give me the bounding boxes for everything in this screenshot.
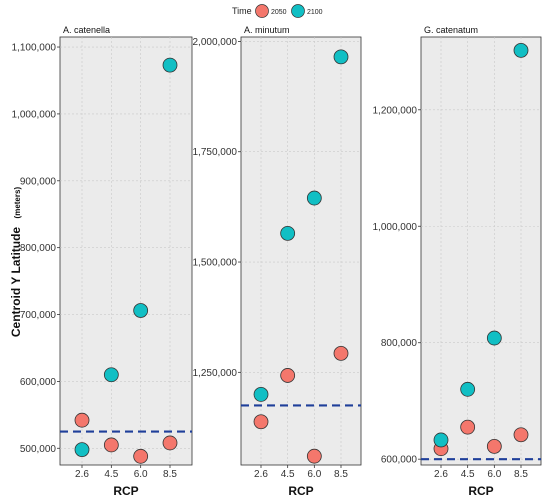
y-axis-title: Centroid Y Latitude (meters)	[7, 187, 24, 338]
y-tick-label: 1,250,000	[193, 368, 238, 379]
data-point-2100	[433, 432, 449, 448]
y-tick-label: 600,000	[381, 455, 418, 466]
legend: Time 2050 2100	[232, 4, 323, 18]
y-tick-label: 800,000	[381, 338, 418, 349]
panel-g-catenatum: G. catenatum 600,000 800,000 1,000,000 1,200…	[373, 25, 542, 498]
data-point-2050	[333, 345, 349, 361]
x-tick-label: 6.0	[307, 469, 321, 480]
legend-label-2100: 2100	[307, 9, 323, 16]
y-tick-label: 500,000	[20, 444, 57, 455]
y-tick-label: 1,500,000	[193, 258, 238, 269]
y-tick-label: 1,750,000	[193, 147, 238, 158]
data-point-2100	[253, 387, 269, 402]
data-point-2050	[103, 437, 119, 453]
data-point-2100	[513, 42, 529, 58]
data-point-2050	[162, 435, 178, 451]
y-axis-title-main: Centroid Y Latitude	[9, 227, 23, 338]
data-point-2050	[460, 419, 476, 435]
panel-title: A. catenella	[63, 25, 110, 35]
plot-background	[59, 36, 193, 466]
data-point-2100	[103, 367, 119, 383]
data-point-2050	[280, 368, 296, 383]
data-point-2050	[74, 412, 90, 428]
data-point-2050	[306, 448, 322, 464]
y-tick-label: 900,000	[20, 176, 57, 187]
plot-background	[420, 36, 542, 466]
y-tick-label: 1,000,000	[12, 109, 57, 120]
legend-title: Time	[232, 6, 252, 16]
x-axis-title: RCP	[288, 484, 313, 498]
panel-a-catenella: A. catenella 500,000 600,000 700,000 800,000…	[12, 25, 193, 498]
svg-text:Centroid Y Latitude (me: Centroid Y Latitude (meters)	[7, 187, 24, 338]
x-tick-label: 8.5	[163, 469, 177, 480]
x-tick-label: 8.5	[514, 469, 528, 480]
x-axis-title: RCP	[113, 484, 138, 498]
data-point-2100	[333, 49, 349, 65]
data-point-2100	[460, 381, 476, 397]
y-tick-label: 1,200,000	[373, 105, 418, 116]
data-point-2100	[280, 225, 296, 241]
y-tick-label: 700,000	[20, 310, 57, 321]
data-point-2050	[133, 448, 149, 464]
panel-title: G. catenatum	[424, 25, 478, 35]
data-point-2050	[253, 414, 269, 430]
x-tick-label: 4.5	[104, 469, 118, 480]
x-tick-label: 2.6	[75, 469, 89, 480]
y-tick-label: 1,100,000	[12, 43, 57, 54]
y-tick-label: 1,000,000	[373, 222, 418, 233]
x-tick-label: 8.5	[334, 469, 348, 480]
data-point-2100	[74, 442, 90, 458]
panel-title: A. minutum	[244, 25, 290, 35]
x-tick-label: 2.6	[434, 469, 448, 480]
data-point-2050	[513, 427, 529, 443]
data-point-2100	[486, 330, 502, 346]
x-axis-title: RCP	[468, 484, 493, 498]
data-point-2100	[133, 303, 149, 318]
y-axis-title-unit: (meters)	[13, 187, 22, 219]
data-point-2100	[162, 57, 178, 73]
legend-label-2050: 2050	[271, 9, 287, 16]
data-point-2050	[486, 438, 502, 454]
x-tick-label: 6.0	[134, 469, 148, 480]
legend-swatch-2050	[255, 4, 269, 18]
y-tick-label: 2,000,000	[193, 37, 238, 48]
data-point-2100	[306, 190, 322, 206]
y-tick-label: 600,000	[20, 377, 57, 388]
x-tick-label: 4.5	[281, 469, 295, 480]
x-tick-label: 2.6	[254, 469, 268, 480]
panel-a-minutum: A. minutum 1,250,000 1,500,000 1,750,000 2,0…	[193, 25, 362, 498]
x-tick-label: 4.5	[461, 469, 475, 480]
legend-swatch-2100	[291, 4, 305, 18]
x-tick-label: 6.0	[487, 469, 501, 480]
y-tick-label: 800,000	[20, 243, 57, 254]
